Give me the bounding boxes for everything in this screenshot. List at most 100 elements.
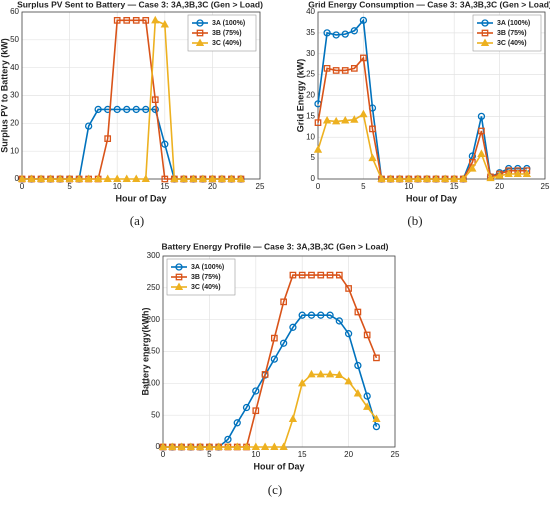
marker [486,173,495,182]
marker [252,387,260,395]
marker [372,422,381,431]
marker [141,174,150,182]
marker [478,127,485,135]
marker [46,174,55,182]
y-tick-label: 35 [306,28,315,37]
marker [317,311,325,319]
marker [252,407,260,415]
x-tick-label: 15 [450,182,459,191]
legend-label: 3C (40%) [191,284,221,291]
y-tick-label: 300 [147,251,161,260]
x-tick-label: 15 [298,450,307,459]
y-tick-label: 30 [10,91,19,100]
marker [132,16,140,24]
y-axis-label: Battery energy(kWh) [140,307,150,395]
marker [270,355,279,363]
marker [341,67,349,74]
marker [161,140,169,148]
marker [316,369,325,378]
x-tick-label: 20 [208,182,217,191]
legend-label: 3A (100%) [191,264,224,271]
marker [377,174,386,182]
marker [168,442,177,450]
x-tick-label: 25 [256,182,265,191]
marker [513,169,522,177]
marker [344,376,353,385]
legend-marker [481,19,489,27]
marker [142,16,150,24]
marker [104,135,112,142]
marker [177,442,186,450]
marker [345,285,352,292]
marker [195,442,205,450]
marker [94,174,103,182]
marker [307,311,316,319]
marker [332,67,340,74]
marker [122,174,131,182]
marker [242,442,251,450]
x-tick-label: 15 [160,182,169,191]
marker [495,171,504,179]
x-tick-label: 25 [541,182,550,191]
x-tick-label: 0 [316,182,321,191]
marker [251,442,260,450]
y-tick-label: 10 [306,132,315,141]
legend-marker [195,38,205,46]
marker [65,174,74,182]
marker [308,271,315,279]
marker [123,16,131,24]
y-tick-label: 0 [311,174,316,183]
legend-marker [480,38,490,46]
marker [179,174,188,182]
marker [395,174,404,182]
y-tick-label: 200 [147,315,161,324]
x-tick-label: 10 [404,182,413,191]
y-tick-label: 250 [147,283,161,292]
chart-title: Battery Energy Profile — Case 3: 3A,3B,3… [162,241,389,251]
marker [341,116,350,124]
caption: (a) [130,213,144,228]
y-tick-label: 100 [147,378,161,387]
marker [27,174,36,182]
marker [332,31,340,39]
legend-marker [175,273,183,281]
marker [477,149,486,157]
marker [160,19,169,28]
marker [280,298,287,306]
legend-label: 3A (100%) [212,20,245,27]
y-tick-label: 15 [306,111,315,120]
marker [170,174,179,182]
marker [132,174,141,182]
y-tick-label: 20 [306,91,315,100]
x-tick-label: 20 [495,182,504,191]
marker [326,311,334,319]
marker [363,392,371,400]
x-axis-label: Hour of Day [253,461,304,471]
marker [363,331,371,339]
marker [341,30,349,38]
marker [132,105,140,114]
legend-marker [174,282,184,290]
marker [189,174,198,182]
x-tick-label: 20 [344,450,353,459]
marker [404,174,413,182]
marker [459,174,468,182]
marker [217,174,227,182]
marker [17,174,27,182]
x-tick-label: 25 [391,450,400,459]
marker [335,271,343,279]
marker [227,174,236,182]
y-axis-label: Surplus PV to Battery (kW) [0,38,9,153]
legend-label: 3B (75%) [212,30,242,37]
marker [223,442,233,450]
marker [386,174,395,182]
marker [344,330,353,338]
x-axis-label: Hour of Day [406,193,457,203]
marker [84,174,93,182]
marker [289,323,297,331]
marker [313,145,323,153]
chart-title: Grid Energy Consumption — Case 3: 3A,3B,… [308,0,550,9]
marker [208,174,217,182]
marker [350,115,359,123]
